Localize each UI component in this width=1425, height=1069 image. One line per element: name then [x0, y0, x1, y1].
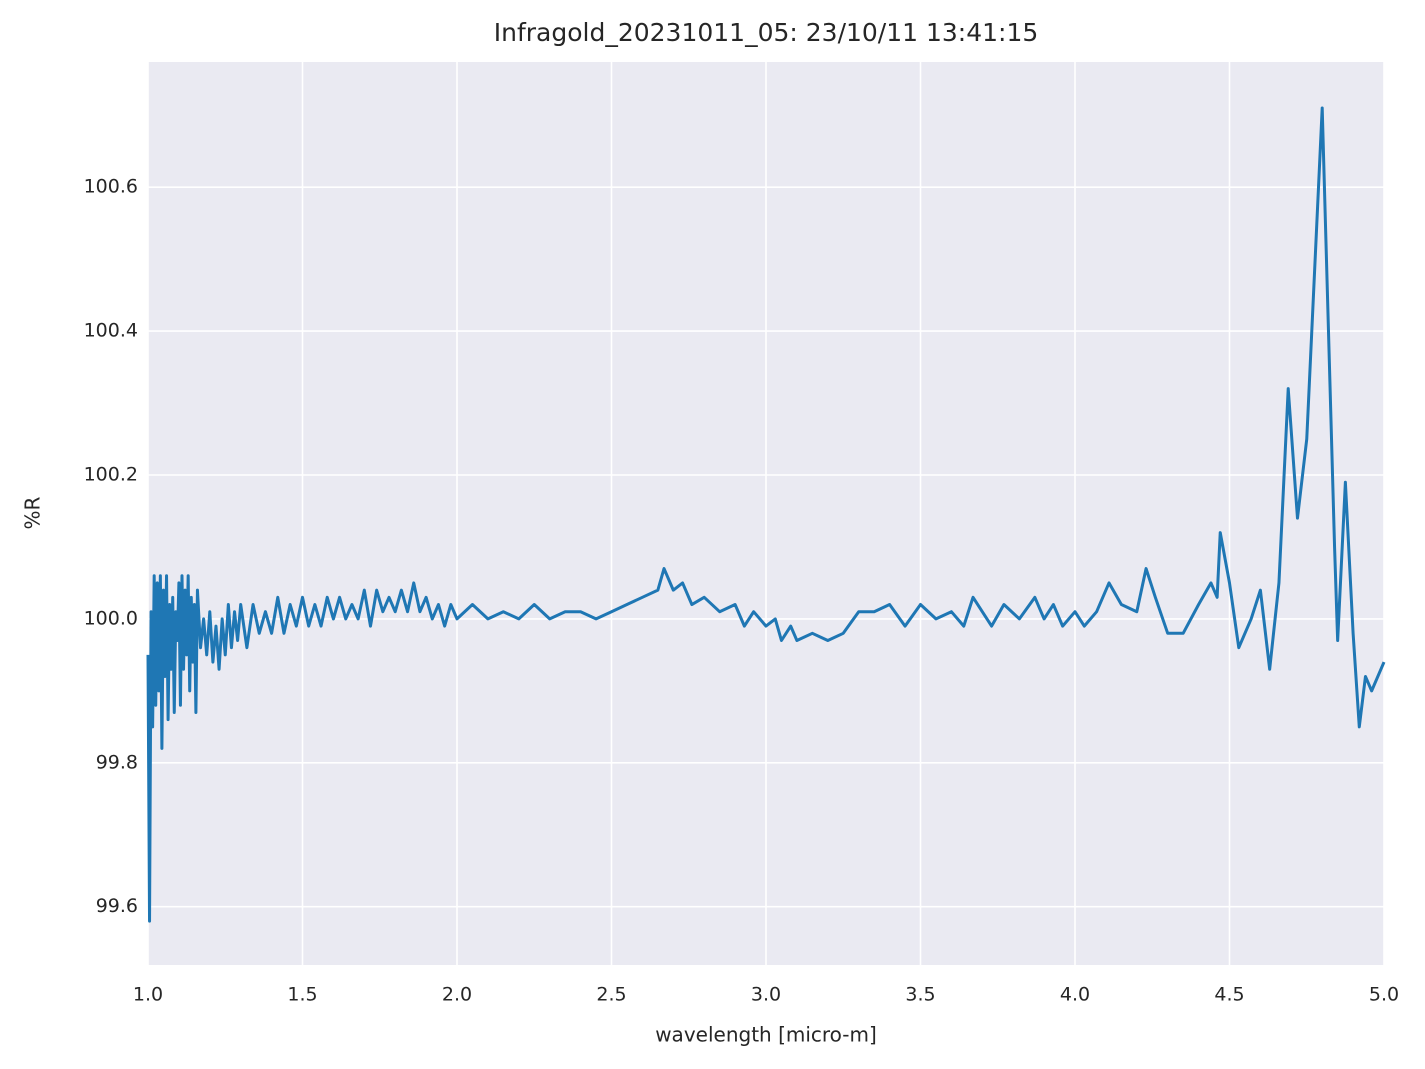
x-tick-label: 1.5 — [287, 984, 317, 1006]
y-tick-label: 100.2 — [84, 464, 138, 486]
y-tick-label: 99.6 — [96, 895, 138, 917]
x-tick-label: 5.0 — [1369, 984, 1399, 1006]
chart-title: Infragold_20231011_05: 23/10/11 13:41:15 — [494, 18, 1039, 47]
x-tick-label: 3.5 — [905, 984, 935, 1006]
x-tick-label: 1.0 — [133, 984, 163, 1006]
data-line — [146, 106, 1386, 923]
y-tick-label: 100.4 — [84, 320, 138, 342]
x-tick-label: 4.0 — [1060, 984, 1090, 1006]
y-tick-label: 99.8 — [96, 751, 138, 773]
x-tick-label: 3.0 — [751, 984, 781, 1006]
y-tick-label: 100.0 — [84, 607, 138, 629]
y-axis-label: %R — [21, 496, 45, 529]
x-axis-label: wavelength [micro-m] — [655, 1023, 877, 1047]
y-tick-label: 100.6 — [84, 176, 138, 198]
x-tick-label: 2.0 — [442, 984, 472, 1006]
x-tick-label: 2.5 — [596, 984, 626, 1006]
x-tick-label: 4.5 — [1214, 984, 1244, 1006]
